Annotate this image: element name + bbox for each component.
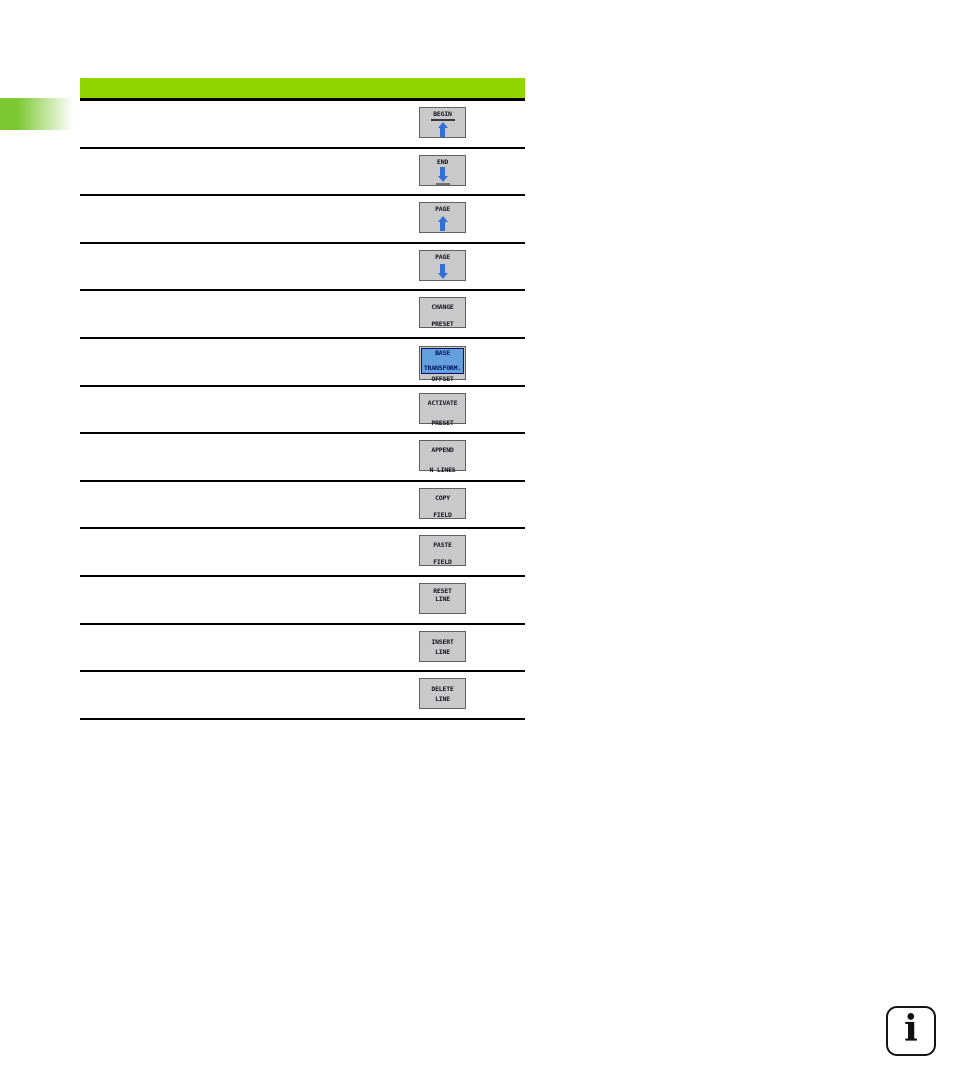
- softkey-copy-field-line1: COPY: [435, 493, 450, 502]
- table-row-page-down: PAGE: [80, 244, 525, 292]
- table-row-page-up: PAGE: [80, 196, 525, 244]
- page-down-arrow-icon: [437, 272, 448, 279]
- softkey-activate-preset-line2: PRESET: [431, 418, 454, 427]
- softkey-page-up: PAGE: [419, 202, 466, 234]
- table-top-rule: [80, 98, 525, 101]
- softkey-delete-line: DELETE LINE: [419, 678, 466, 710]
- page-up-arrow-stem: [440, 222, 445, 232]
- end-bottom-line: [435, 182, 450, 185]
- softkey-base-transform-offset: BASE TRANSFORM. OFFSET: [419, 345, 466, 384]
- info-icon: i: [886, 1006, 936, 1056]
- softkey-reset-line: RESET LINE: [419, 582, 466, 614]
- softkey-change-preset-line2: PRESET: [431, 320, 454, 329]
- softkey-delete-line-line1: DELETE: [431, 685, 454, 694]
- softkey-page-down: PAGE: [419, 249, 466, 281]
- softkey-insert-line: INSERT LINE: [419, 630, 466, 662]
- table-row-base-transform-offset: BASE TRANSFORM. OFFSET: [80, 339, 525, 387]
- softkey-append-n-lines-line2: N LINES: [429, 466, 456, 475]
- softkey-change-preset-line1: CHANGE: [431, 303, 454, 312]
- page-up-arrow-icon: [437, 216, 448, 223]
- table-row-reset-line: RESET LINE: [80, 577, 525, 625]
- softkey-base-line2: TRANSFORM.: [423, 363, 462, 372]
- begin-top-line: [430, 119, 455, 121]
- softkey-insert-line-line1: INSERT: [431, 637, 454, 646]
- softkey-table: BEGIN END PAGE PAGE: [80, 101, 525, 720]
- table-header-bar: [80, 78, 525, 98]
- end-arrow-stem: [440, 166, 445, 176]
- softkey-page-down-label: PAGE: [435, 252, 450, 261]
- softkey-delete-line-line2: LINE: [435, 695, 450, 704]
- softkey-copy-field: COPY FIELD: [419, 487, 466, 519]
- softkey-change-preset: CHANGE PRESET: [419, 297, 466, 329]
- softkey-begin: BEGIN: [419, 107, 466, 138]
- softkey-end: END: [419, 154, 466, 186]
- table-row-paste-field: PASTE FIELD: [80, 529, 525, 577]
- page-down-arrow-stem: [440, 263, 445, 273]
- softkey-end-label: END: [436, 157, 449, 166]
- softkey-paste-field: PASTE FIELD: [419, 535, 466, 567]
- softkey-paste-field-line2: FIELD: [433, 558, 452, 567]
- table-row-copy-field: COPY FIELD: [80, 482, 525, 530]
- softkey-offset-label: OFFSET: [431, 375, 454, 384]
- base-transform-highlight: BASE TRANSFORM.: [421, 347, 464, 375]
- begin-arrow-up-icon: [437, 122, 448, 128]
- softkey-insert-line-line2: LINE: [435, 647, 450, 656]
- table-row-insert-line: INSERT LINE: [80, 625, 525, 673]
- table-row-begin: BEGIN: [80, 101, 525, 149]
- table-row-delete-line: DELETE LINE: [80, 672, 525, 720]
- softkey-activate-preset-line1: ACTIVATE: [427, 398, 458, 407]
- softkey-activate-preset: ACTIVATE PRESET: [419, 392, 466, 427]
- table-row-activate-preset: ACTIVATE PRESET: [80, 387, 525, 435]
- softkey-reset-line-line1: RESET: [433, 586, 452, 595]
- softkey-paste-field-line1: PASTE: [433, 541, 452, 550]
- softkey-append-n-lines-line1: APPEND: [431, 446, 454, 455]
- end-arrow-down-icon: [437, 175, 448, 182]
- chapter-tab: [0, 98, 78, 130]
- softkey-append-n-lines: APPEND N LINES: [419, 440, 466, 475]
- softkey-page-up-label: PAGE: [435, 205, 450, 214]
- table-row-change-preset: CHANGE PRESET: [80, 291, 525, 339]
- table-row-end: END: [80, 149, 525, 197]
- softkey-begin-label: BEGIN: [433, 110, 452, 118]
- info-icon-glyph: i: [904, 1008, 918, 1050]
- softkey-reset-line-line2: LINE: [435, 594, 450, 603]
- softkey-base-line1: BASE: [435, 348, 450, 357]
- softkey-copy-field-line2: FIELD: [433, 510, 452, 519]
- table-row-append-n-lines: APPEND N LINES: [80, 434, 525, 482]
- begin-arrow-stem: [440, 128, 445, 137]
